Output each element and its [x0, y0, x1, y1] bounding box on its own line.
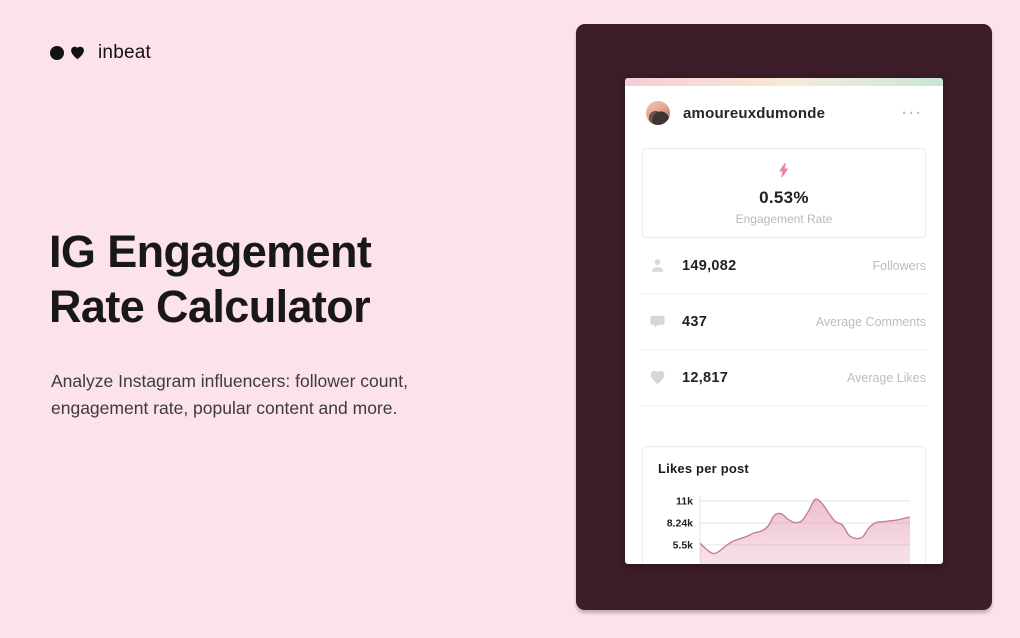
stat-label: Average Likes	[847, 370, 926, 385]
logo-heart-icon	[71, 46, 84, 60]
preview-panel: amoureuxdumonde ··· 0.53% Engagement Rat…	[576, 24, 992, 610]
card-gradient-strip	[625, 78, 943, 86]
heart-icon	[650, 370, 665, 385]
svg-text:5.5k: 5.5k	[673, 539, 694, 551]
likes-chart-card: Likes per post 11k 8.24k 5.5k	[642, 446, 926, 564]
stat-value: 12,817	[682, 369, 729, 386]
engagement-rate-label: Engagement Rate	[735, 212, 833, 226]
stat-row-followers: 149,082 Followers	[642, 238, 926, 294]
page-title-line2: Rate Calculator	[49, 281, 371, 332]
brand-name: inbeat	[98, 42, 151, 63]
page-subtitle: Analyze Instagram influencers: follower …	[51, 368, 491, 422]
stats-list: 149,082 Followers 437 Average Comments 1…	[642, 238, 926, 406]
page-subtitle-line1: Analyze Instagram influencers: follower …	[51, 371, 408, 391]
stat-row-average-likes: 12,817 Average Likes	[642, 350, 926, 406]
comment-icon	[650, 315, 665, 328]
svg-text:8.24k: 8.24k	[667, 518, 693, 530]
username: amoureuxdumonde	[683, 104, 826, 122]
page-subtitle-line2: engagement rate, popular content and mor…	[51, 398, 398, 418]
chart-title: Likes per post	[658, 461, 749, 476]
likes-per-post-chart: 11k 8.24k 5.5k	[667, 496, 910, 564]
engagement-rate-box: 0.53% Engagement Rate	[642, 148, 926, 238]
profile-card: amoureuxdumonde ··· 0.53% Engagement Rat…	[625, 78, 943, 564]
stat-label: Followers	[872, 258, 927, 273]
stat-value: 149,082	[682, 257, 737, 274]
more-menu-button[interactable]: ···	[902, 104, 923, 122]
stat-row-average-comments: 437 Average Comments	[642, 294, 926, 350]
page-title-line1: IG Engagement	[49, 226, 372, 277]
logo-circle-icon	[50, 46, 64, 60]
engagement-rate-value: 0.53%	[759, 188, 809, 207]
bolt-icon	[779, 162, 789, 178]
svg-text:11k: 11k	[676, 496, 693, 508]
avatar	[646, 101, 670, 125]
stat-label: Average Comments	[815, 314, 926, 329]
person-icon	[651, 259, 664, 272]
brand-logo: inbeat	[50, 42, 151, 64]
card-header: amoureuxdumonde ···	[625, 86, 943, 138]
stat-value: 437	[682, 313, 708, 330]
page-title: IG Engagement Rate Calculator	[49, 224, 509, 334]
